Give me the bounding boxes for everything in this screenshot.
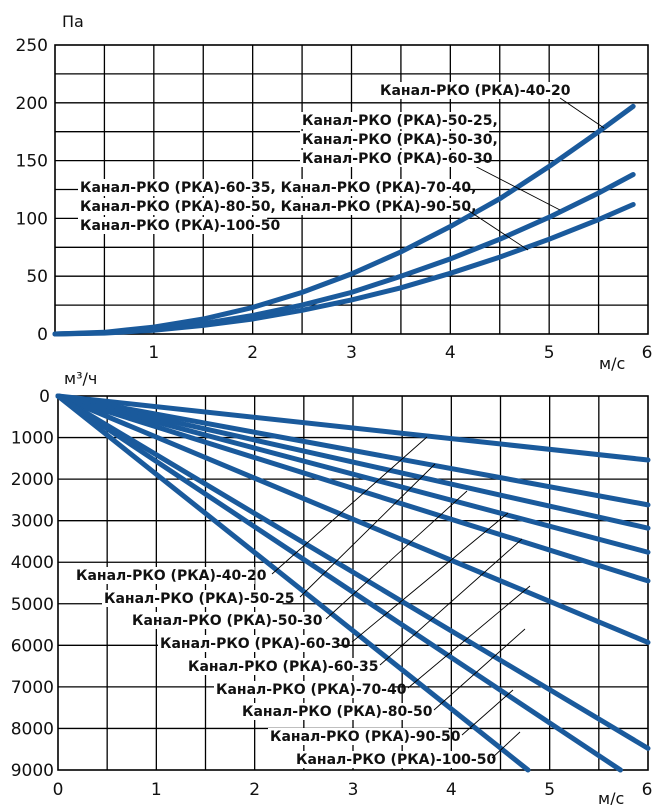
y-tick-label: 50	[26, 267, 48, 287]
label-background	[78, 179, 465, 196]
y-tick-label: 100	[16, 209, 48, 229]
x-tick-label: 0	[53, 780, 64, 800]
label-leader-line	[407, 585, 531, 689]
x-tick-label: 6	[642, 780, 653, 800]
y-tick-label: 4000	[11, 553, 54, 573]
label-background	[300, 112, 490, 129]
series-label: Канал-РКО (РКА)-80-50	[242, 704, 433, 720]
y-axis-unit: Па	[62, 12, 84, 31]
label-background	[378, 82, 559, 99]
airflow-line	[55, 393, 651, 555]
label-background	[294, 751, 484, 768]
y-tick-label: 2000	[11, 470, 54, 490]
label-background	[102, 590, 283, 607]
pressure-chart: 0 50 100 150 200 250 1 2 3 4 5 6 Па м/с Канал-РКО (РКА…	[16, 12, 653, 373]
x-tick-label: 2	[249, 780, 260, 800]
label-background	[214, 681, 395, 698]
label-leader-line	[433, 628, 526, 711]
airflow-line	[55, 393, 651, 645]
series-label: Канал-РКО (РКА)-50-30	[132, 613, 323, 629]
y-tick-label: 150	[16, 152, 48, 172]
x-tick-label: 6	[642, 343, 653, 363]
x-tick-label: 2	[247, 343, 258, 363]
airflow-line	[55, 393, 651, 584]
series-label: Канал-РКО (РКА)-50-30,	[302, 132, 498, 148]
label-leader-line	[491, 731, 521, 759]
label-leader-line	[299, 463, 436, 598]
label-background	[240, 703, 421, 720]
series-label: Канал-РКО (РКА)-60-35, Канал-РКО (РКА)-7…	[80, 180, 476, 196]
x-tick-label: 3	[346, 343, 357, 363]
pressure-curve	[52, 202, 636, 337]
label-background	[78, 198, 465, 215]
y-tick-label: 8000	[11, 719, 54, 739]
series-label: Канал-РКО (РКА)-40-20	[76, 568, 267, 584]
x-tick-label: 4	[446, 780, 457, 800]
x-tick-label: 4	[445, 343, 456, 363]
airflow-line	[55, 393, 651, 531]
series-label: Канал-РКО (РКА)-60-35	[188, 659, 378, 675]
label-background	[74, 567, 255, 584]
label-leader-line	[379, 538, 523, 666]
series-label: Канал-РКО (РКА)-60-30	[302, 151, 493, 167]
airflow-line	[55, 393, 651, 463]
label-background	[186, 658, 367, 675]
y-tick-label: 7000	[11, 678, 54, 698]
x-tick-label: 1	[151, 780, 162, 800]
series-label: Канал-РКО (РКА)-100-50	[296, 752, 496, 768]
series-label: Канал-РКО (РКА)-60-30	[160, 636, 351, 652]
label-background	[78, 217, 268, 234]
y-tick-label: 1000	[11, 429, 54, 449]
y-tick-label: 6000	[11, 636, 54, 656]
label-leader-line	[559, 97, 605, 129]
y-tick-label: 200	[16, 94, 48, 114]
x-tick-label: 5	[544, 780, 555, 800]
airflow-line	[55, 393, 623, 773]
y-tick-label: 0	[39, 387, 50, 407]
label-background	[300, 131, 490, 148]
label-leader-line	[459, 204, 529, 251]
label-background	[268, 728, 449, 745]
plot-frame	[54, 44, 649, 335]
y-tick-label: 9000	[11, 761, 54, 781]
series-label: Канал-РКО (РКА)-90-50	[270, 729, 461, 745]
y-tick-label: 0	[37, 325, 48, 345]
series-label: Канал-РКО (РКА)-50-25	[104, 591, 294, 607]
airflow-line	[55, 393, 651, 508]
label-background	[158, 635, 339, 652]
label-leader-line	[466, 161, 561, 211]
label-leader-line	[351, 512, 509, 643]
y-tick-label: 3000	[11, 512, 54, 532]
x-axis-unit: м/с	[598, 789, 624, 805]
airflow-line	[55, 393, 651, 751]
x-tick-label: 1	[148, 343, 159, 363]
series-label: Канал-РКО (РКА)-70-40	[216, 682, 407, 698]
x-tick-label: 5	[544, 343, 555, 363]
label-leader-line	[325, 490, 468, 620]
series-label: Канал-РКО (РКА)-40-20	[380, 83, 571, 99]
series-label: Канал-РКО (РКА)-80-50, Канал-РКО (РКА)-9…	[80, 199, 476, 215]
label-background	[300, 150, 481, 167]
series-label: Канал-РКО (РКА)-100-50	[80, 218, 280, 234]
x-tick-label: 3	[348, 780, 359, 800]
y-tick-label: 5000	[11, 595, 54, 615]
airflow-line	[55, 393, 531, 773]
label-leader-line	[461, 689, 514, 736]
series-label: Канал-РКО (РКА)-50-25,	[302, 113, 498, 129]
label-leader-line	[271, 436, 428, 575]
y-axis-unit: м³/ч	[64, 369, 97, 388]
y-tick-label: 250	[16, 36, 48, 56]
label-background	[130, 612, 311, 629]
x-axis-unit: м/с	[599, 354, 625, 373]
